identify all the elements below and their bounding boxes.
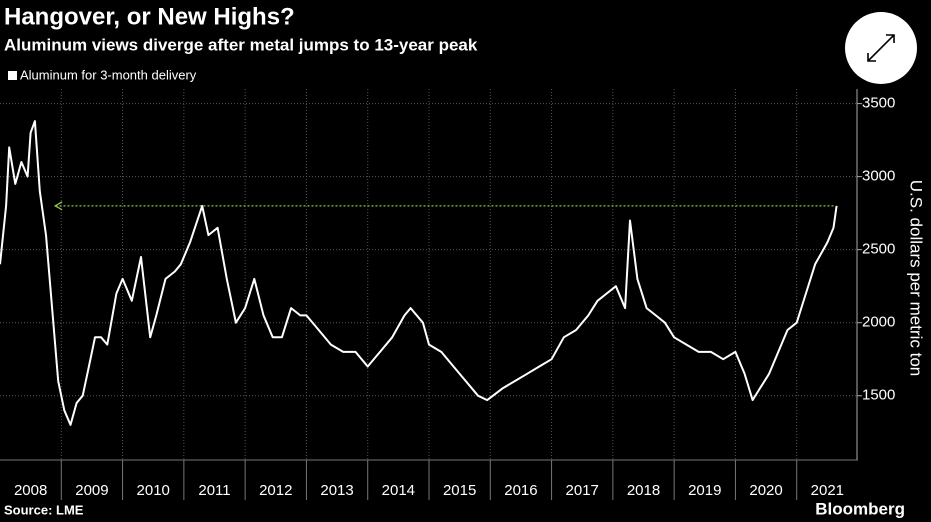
x-tick-label: 2016 — [504, 482, 537, 499]
x-tick-label: 2015 — [443, 482, 476, 499]
x-tick-label: 2011 — [198, 482, 230, 499]
expand-icon[interactable] — [867, 34, 895, 62]
chart-subtitle: Aluminum views diverge after metal jumps… — [4, 35, 478, 54]
price-line — [0, 120, 838, 426]
x-tick-label: 2014 — [382, 482, 415, 499]
x-tick-label: 2010 — [137, 482, 170, 499]
y-tick-label: 2000 — [862, 314, 895, 331]
y-tick-label: 1500 — [862, 387, 895, 404]
x-tick-label: 2020 — [749, 482, 782, 499]
x-tick-label: 2013 — [320, 482, 353, 499]
x-tick-label: 2017 — [566, 482, 599, 499]
expand-button[interactable] — [845, 12, 917, 84]
y-tick-label: 2500 — [862, 241, 895, 258]
x-tick-label: 2008 — [14, 482, 47, 499]
legend-swatch — [8, 71, 17, 80]
x-tick-label: 2019 — [688, 482, 721, 499]
y-tick-label: 3000 — [862, 168, 895, 185]
x-tick-label: 2009 — [75, 482, 108, 499]
x-tick-label: 2012 — [259, 482, 292, 499]
chart-title: Hangover, or New Highs? — [4, 3, 295, 30]
legend-label: Aluminum for 3-month delivery — [20, 67, 197, 82]
x-tick-label: 2021 — [811, 482, 844, 499]
brand: Bloomberg — [815, 499, 905, 518]
source: Source: LME — [4, 502, 84, 517]
y-axis-label: U.S. dollars per metric ton — [907, 180, 926, 377]
y-tick-label: 3500 — [862, 95, 895, 112]
reference-arrow — [53, 201, 63, 211]
x-tick-label: 2018 — [627, 482, 660, 499]
